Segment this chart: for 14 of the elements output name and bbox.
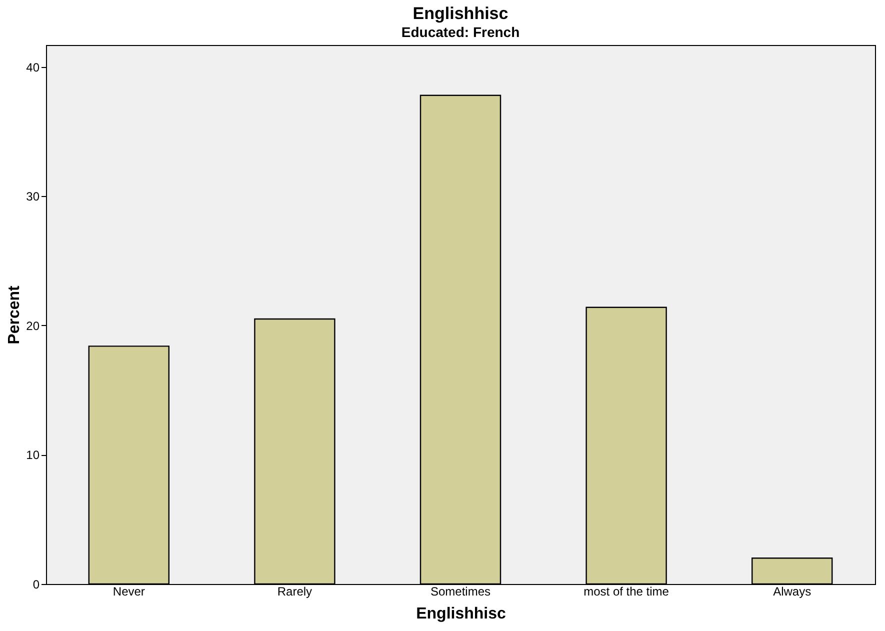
y-axis-title: Percent	[6, 284, 24, 344]
y-tick-label: 10	[26, 448, 40, 462]
x-tick-label: most of the time	[584, 584, 670, 598]
x-tick-label: Never	[112, 584, 145, 598]
y-tick-label: 0	[32, 578, 40, 592]
y-tick-label: 40	[26, 60, 40, 74]
x-tick-label: Rarely	[277, 584, 312, 598]
y-tick-label: 20	[26, 318, 40, 333]
x-tick-label: Sometimes	[430, 584, 491, 598]
y-tick-label: 30	[26, 190, 40, 204]
x-tick-label: Always	[773, 584, 812, 598]
x-axis-title: Englishhisc	[416, 606, 506, 622]
chart-title: Englishhisc	[412, 4, 508, 23]
chart-subtitle: Educated: French	[401, 24, 520, 40]
